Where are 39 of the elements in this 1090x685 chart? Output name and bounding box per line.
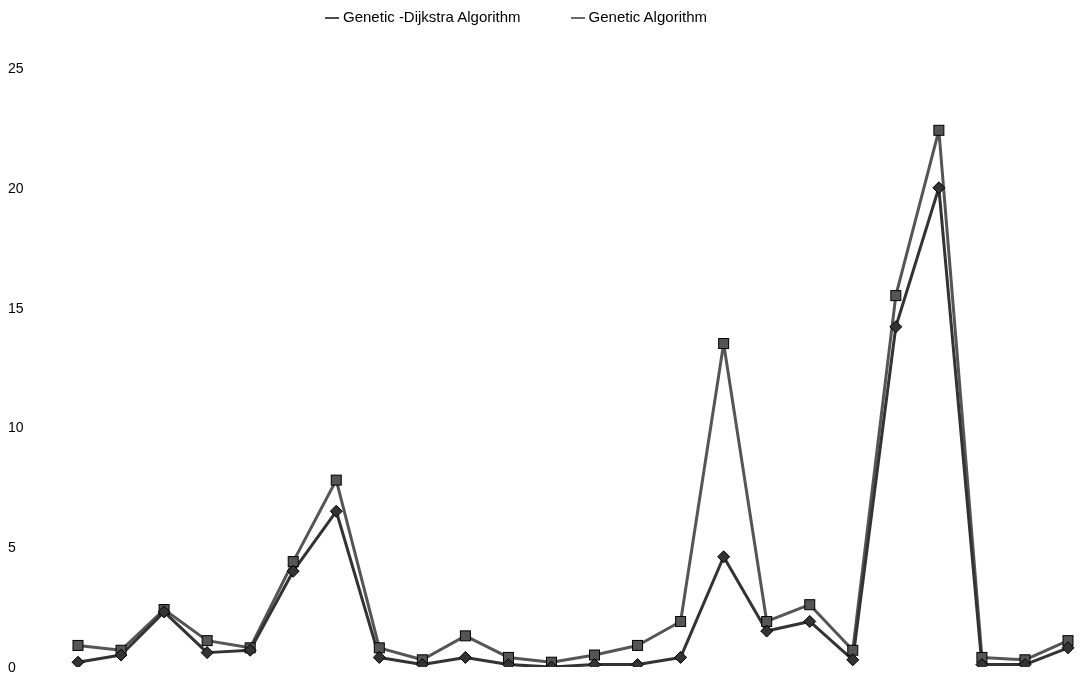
point bbox=[803, 614, 817, 628]
y-tick-label: 20 bbox=[8, 179, 24, 196]
point bbox=[933, 124, 945, 136]
legend-label: Genetic -Dijkstra Algorithm bbox=[343, 8, 521, 25]
point bbox=[373, 642, 385, 654]
legend-label: Genetic Algorithm bbox=[588, 8, 707, 25]
y-tick-label: 5 bbox=[8, 539, 16, 556]
point bbox=[459, 630, 471, 642]
point bbox=[1061, 641, 1075, 655]
point bbox=[157, 605, 171, 619]
point bbox=[718, 338, 730, 350]
y-tick-label: 25 bbox=[8, 59, 24, 76]
point bbox=[458, 650, 472, 664]
point bbox=[589, 649, 601, 661]
point bbox=[932, 181, 946, 195]
point bbox=[847, 644, 859, 656]
point bbox=[804, 599, 816, 611]
point bbox=[329, 504, 343, 518]
point bbox=[675, 615, 687, 627]
point bbox=[717, 550, 731, 564]
point bbox=[761, 615, 773, 627]
point bbox=[674, 650, 688, 664]
point bbox=[330, 474, 342, 486]
y-tick-label: 10 bbox=[8, 419, 24, 436]
point bbox=[200, 646, 214, 660]
point bbox=[846, 653, 860, 667]
point bbox=[760, 624, 774, 638]
point bbox=[372, 650, 386, 664]
point bbox=[632, 639, 644, 651]
point bbox=[287, 556, 299, 568]
point bbox=[286, 564, 300, 578]
point bbox=[889, 320, 903, 334]
y-tick-label: 0 bbox=[8, 658, 16, 675]
y-tick-label: 15 bbox=[8, 299, 24, 316]
point bbox=[201, 635, 213, 647]
point bbox=[114, 648, 128, 662]
point bbox=[72, 639, 84, 651]
point bbox=[890, 290, 902, 302]
point bbox=[71, 655, 85, 667]
